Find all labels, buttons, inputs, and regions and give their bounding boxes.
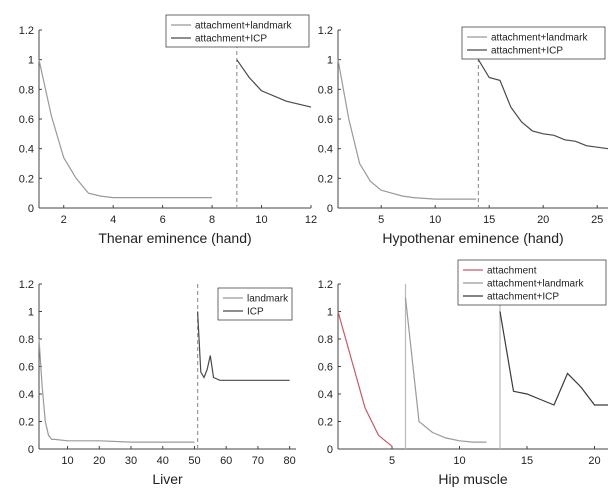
- y-tick-label: 1.2: [318, 279, 333, 291]
- x-tick-label: 8: [209, 214, 215, 226]
- y-tick-label: 0.8: [318, 84, 333, 96]
- chart-panel-1: 0 0.2 0.4 0.6 0.8 1 1.2 2 4 6 8 10 12 Thenar eminence…: [19, 14, 317, 246]
- chart-panel-3: 0 0.2 0.4 0.6 0.8 1 1.2 10 20 30 40 50 60 70 80 Liver la…: [19, 279, 296, 487]
- x-axis-label: Thenar eminence (hand): [98, 230, 251, 246]
- x-tick-label: 5: [378, 214, 384, 226]
- series-line-3: [499, 311, 608, 406]
- legend-box: [165, 14, 310, 48]
- y-tick-label: 0.4: [19, 144, 34, 156]
- y-tick-label: 0.8: [318, 334, 333, 346]
- x-tick-label: 20: [588, 455, 600, 467]
- y-tick-label: 0.6: [318, 362, 333, 374]
- legend: landmark ICP: [217, 287, 293, 321]
- x-tick-label: 4: [110, 214, 116, 226]
- x-tick-label: 10: [429, 214, 441, 226]
- x-axis-label: Liver: [152, 471, 183, 487]
- y-tick-label: 1: [28, 307, 34, 319]
- x-tick-label: 25: [591, 214, 603, 226]
- y-tick-label: 1: [327, 55, 333, 67]
- x-tick-label: 15: [483, 214, 495, 226]
- y-tick-label: 0.4: [19, 389, 34, 401]
- x-tick-label: 40: [157, 455, 169, 467]
- legend-label: attachment+ICP: [487, 292, 559, 303]
- x-tick-label: 20: [93, 455, 105, 467]
- series-line-2: [197, 311, 290, 381]
- x-tick-label: 10: [453, 455, 465, 467]
- y-tick-label: 0.6: [318, 114, 333, 126]
- y-tick-label: 0.6: [19, 114, 34, 126]
- legend-label: attachment+ICP: [491, 46, 563, 57]
- x-tick-label: 12: [305, 214, 317, 226]
- y-tick-label: 0.6: [19, 362, 34, 374]
- series-line-2: [236, 59, 312, 108]
- legend: attachment+landmark attachment+ICP: [165, 14, 310, 48]
- x-tick-label: 30: [125, 455, 137, 467]
- y-tick-label: 0.4: [318, 144, 333, 156]
- y-tick-label: 0.2: [318, 417, 333, 429]
- x-tick-label: 2: [61, 214, 67, 226]
- x-tick-label: 20: [537, 214, 549, 226]
- series-line-1: [337, 311, 393, 447]
- legend-box: [217, 287, 293, 321]
- y-tick-label: 0.2: [19, 417, 34, 429]
- y-tick-label: 0: [327, 444, 333, 456]
- x-tick-label: 50: [188, 455, 200, 467]
- legend: attachment attachment+landmark attachment+…: [457, 259, 607, 306]
- series-line-1: [38, 59, 213, 199]
- y-tick-label: 1.2: [318, 25, 333, 37]
- x-tick-label: 15: [521, 455, 533, 467]
- y-tick-label: 0.8: [19, 334, 34, 346]
- x-tick-label: 5: [389, 455, 395, 467]
- legend-label: attachment+landmark: [195, 21, 292, 32]
- series-line-2: [477, 59, 609, 150]
- y-tick-label: 1: [327, 307, 333, 319]
- y-tick-label: 0.2: [19, 173, 34, 185]
- legend: attachment+landmark attachment+ICP: [461, 26, 606, 60]
- x-tick-label: 80: [284, 455, 296, 467]
- y-tick-label: 0.8: [19, 84, 34, 96]
- y-tick-label: 0: [28, 203, 34, 215]
- x-axis-label: Hip muscle: [438, 471, 507, 487]
- series-line-1: [38, 338, 195, 443]
- y-tick-label: 0.4: [318, 389, 333, 401]
- legend-label: ICP: [247, 307, 264, 318]
- y-tick-label: 0.2: [318, 173, 333, 185]
- y-tick-label: 1.2: [19, 25, 34, 37]
- series-line-1: [337, 59, 477, 200]
- legend-label: landmark: [247, 294, 289, 305]
- x-tick-label: 6: [160, 214, 166, 226]
- legend-label: attachment+landmark: [487, 279, 584, 290]
- y-tick-label: 0: [327, 203, 333, 215]
- x-tick-label: 60: [220, 455, 232, 467]
- legend-box: [461, 26, 606, 60]
- chart-panel-4: 0 0.2 0.4 0.6 0.8 1 1.2 5 10 15 20 Hip muscle attach…: [318, 259, 608, 487]
- y-tick-label: 0: [28, 444, 34, 456]
- x-axis-label: Hypothenar eminence (hand): [382, 230, 563, 246]
- x-tick-label: 10: [61, 455, 73, 467]
- legend-label: attachment+landmark: [491, 33, 588, 44]
- legend-label: attachment+ICP: [195, 34, 267, 45]
- legend-label: attachment: [487, 266, 537, 277]
- chart-panel-2: 0 0.2 0.4 0.6 0.8 1 1.2 5 10 15 20 25 Hypothenar emi…: [318, 25, 609, 246]
- x-tick-label: 10: [255, 214, 267, 226]
- x-tick-label: 70: [252, 455, 264, 467]
- y-tick-label: 1.2: [19, 279, 34, 291]
- y-tick-label: 1: [28, 55, 34, 67]
- series-line-2: [404, 297, 487, 443]
